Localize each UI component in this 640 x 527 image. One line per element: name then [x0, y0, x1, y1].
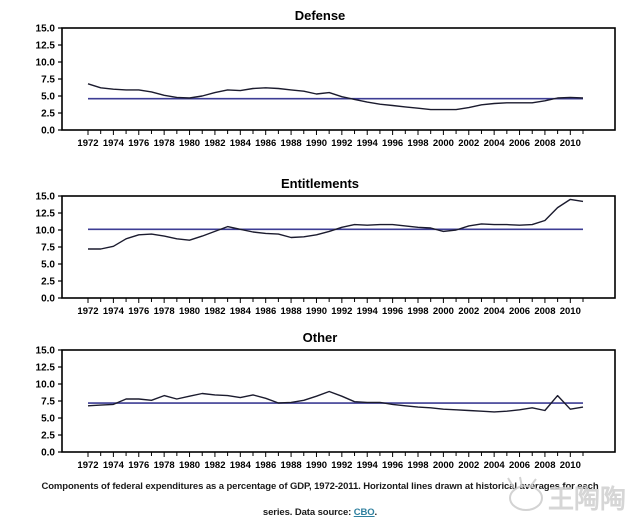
svg-text:1972: 1972: [77, 306, 98, 314]
svg-text:5.0: 5.0: [41, 414, 55, 425]
svg-text:1988: 1988: [281, 306, 302, 314]
svg-text:1974: 1974: [103, 306, 125, 314]
svg-text:15.0: 15.0: [36, 24, 56, 35]
svg-text:1984: 1984: [230, 306, 252, 314]
svg-text:1996: 1996: [382, 460, 403, 468]
svg-text:1998: 1998: [407, 138, 428, 146]
svg-text:1972: 1972: [77, 138, 98, 146]
svg-text:1974: 1974: [103, 138, 125, 146]
svg-text:1996: 1996: [382, 138, 403, 146]
caption-line-2-text: series. Data source:: [262, 507, 354, 518]
svg-text:1976: 1976: [128, 306, 149, 314]
svg-text:1990: 1990: [306, 460, 327, 468]
svg-text:2008: 2008: [534, 138, 555, 146]
svg-text:1978: 1978: [154, 460, 175, 468]
svg-text:2000: 2000: [433, 460, 454, 468]
svg-text:1972: 1972: [77, 460, 98, 468]
svg-text:1978: 1978: [154, 138, 175, 146]
svg-text:2010: 2010: [560, 306, 581, 314]
svg-text:10.0: 10.0: [36, 380, 56, 391]
svg-text:10.0: 10.0: [36, 58, 56, 69]
svg-text:7.5: 7.5: [41, 243, 55, 254]
svg-text:1990: 1990: [306, 138, 327, 146]
svg-text:2000: 2000: [433, 306, 454, 314]
svg-text:1992: 1992: [331, 306, 352, 314]
svg-text:2004: 2004: [484, 306, 506, 314]
svg-text:12.5: 12.5: [36, 209, 56, 220]
svg-text:5.0: 5.0: [41, 92, 55, 103]
svg-text:2002: 2002: [458, 138, 479, 146]
entitlements-chart-plot: 0.0 2.5 5.0 7.5 10.0 12.5 15.0 1972 1974 1976 1978…: [36, 192, 616, 314]
svg-text:1978: 1978: [154, 306, 175, 314]
defense-chart-title: Defense: [294, 8, 346, 23]
svg-text:7.5: 7.5: [41, 397, 55, 408]
svg-text:15.0: 15.0: [36, 192, 56, 203]
svg-text:2006: 2006: [509, 138, 530, 146]
svg-text:1980: 1980: [179, 138, 200, 146]
svg-text:1988: 1988: [281, 460, 302, 468]
chart-defense: Defense 0.0 2.5 5.0 7.5 10.0 12.5 15.0 1972 1974…: [0, 8, 640, 146]
figure-caption: Components of federal expenditures as a …: [0, 474, 640, 526]
svg-text:2002: 2002: [458, 460, 479, 468]
svg-text:1998: 1998: [407, 460, 428, 468]
svg-text:2010: 2010: [560, 138, 581, 146]
svg-text:12.5: 12.5: [36, 41, 56, 52]
cbo-link[interactable]: CBO: [353, 507, 375, 518]
svg-text:2.5: 2.5: [41, 277, 55, 288]
svg-text:1974: 1974: [103, 460, 125, 468]
svg-text:1998: 1998: [407, 306, 428, 314]
chart-other: Other 0.0 2.5 5.0 7.5 10.0 12.5 15.0 1972 1974 19…: [0, 330, 640, 468]
defense-chart-plot: 0.0 2.5 5.0 7.5 10.0 12.5 15.0 1972 1974 1976 1978…: [36, 24, 616, 146]
svg-text:2004: 2004: [484, 138, 506, 146]
svg-text:7.5: 7.5: [41, 75, 55, 86]
svg-text:1986: 1986: [255, 138, 276, 146]
svg-text:2000: 2000: [433, 138, 454, 146]
svg-text:1992: 1992: [331, 460, 352, 468]
svg-text:2002: 2002: [458, 306, 479, 314]
svg-text:1986: 1986: [255, 460, 276, 468]
other-chart-title: Other: [302, 330, 338, 345]
svg-text:12.5: 12.5: [36, 363, 56, 374]
svg-text:1994: 1994: [357, 306, 379, 314]
chart-entitlements: Entitlements 0.0 2.5 5.0 7.5 10.0 12.5 15.0 197…: [0, 176, 640, 314]
svg-text:2006: 2006: [509, 460, 530, 468]
svg-text:1980: 1980: [179, 460, 200, 468]
svg-text:1980: 1980: [179, 306, 200, 314]
svg-text:2.5: 2.5: [41, 109, 55, 120]
caption-line-2: series. Data source: CBO.: [0, 500, 640, 526]
svg-text:2006: 2006: [509, 306, 530, 314]
entitlements-chart-title: Entitlements: [280, 176, 359, 191]
svg-text:2.5: 2.5: [41, 431, 55, 442]
svg-text:1984: 1984: [230, 138, 252, 146]
svg-text:1990: 1990: [306, 306, 327, 314]
caption-line-1: Components of federal expenditures as a …: [41, 481, 599, 492]
svg-text:1976: 1976: [128, 138, 149, 146]
svg-text:1994: 1994: [357, 138, 379, 146]
svg-text:5.0: 5.0: [41, 260, 55, 271]
svg-text:2008: 2008: [534, 460, 555, 468]
caption-line-2-period: .: [374, 507, 378, 518]
svg-text:15.0: 15.0: [36, 346, 56, 357]
svg-text:1996: 1996: [382, 306, 403, 314]
svg-text:1976: 1976: [128, 460, 149, 468]
svg-text:2010: 2010: [560, 460, 581, 468]
svg-text:0.0: 0.0: [41, 448, 55, 459]
svg-text:1986: 1986: [255, 306, 276, 314]
svg-text:2004: 2004: [484, 460, 506, 468]
svg-text:1988: 1988: [281, 138, 302, 146]
svg-text:1994: 1994: [357, 460, 379, 468]
svg-text:1982: 1982: [204, 306, 225, 314]
svg-text:0.0: 0.0: [41, 126, 55, 137]
other-chart-plot: 0.0 2.5 5.0 7.5 10.0 12.5 15.0 1972 1974 1976 1978…: [36, 346, 616, 468]
svg-text:10.0: 10.0: [36, 226, 56, 237]
svg-text:1992: 1992: [331, 138, 352, 146]
svg-text:1984: 1984: [230, 460, 252, 468]
svg-text:2008: 2008: [534, 306, 555, 314]
svg-text:1982: 1982: [204, 138, 225, 146]
svg-text:0.0: 0.0: [41, 294, 55, 305]
svg-text:1982: 1982: [204, 460, 225, 468]
